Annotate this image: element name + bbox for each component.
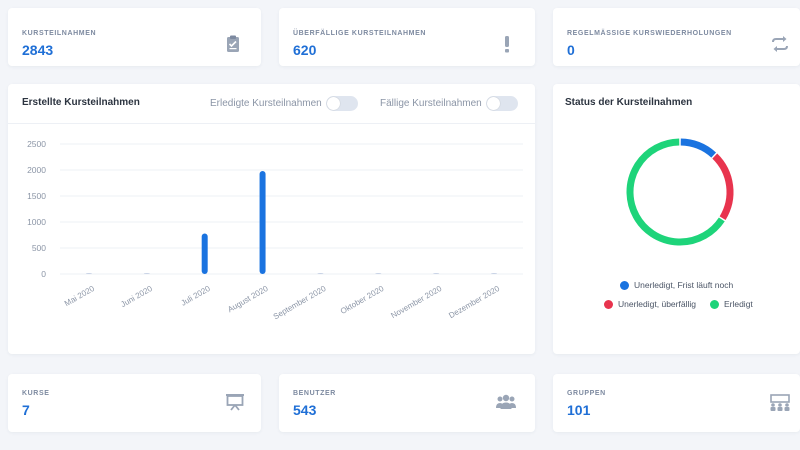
x-tick-label: Oktober 2020 bbox=[339, 284, 386, 316]
stat-label: KURSTEILNAHMEN bbox=[22, 30, 97, 37]
legend-dot bbox=[709, 299, 719, 309]
stat-value: 2843 bbox=[22, 42, 54, 58]
stat-label: BENUTZER bbox=[293, 390, 336, 397]
legend-item-completed[interactable]: Erledigt bbox=[709, 299, 753, 309]
repeat-icon bbox=[772, 36, 788, 52]
y-tick-label: 1000 bbox=[27, 217, 46, 227]
toggle-switch[interactable] bbox=[325, 96, 358, 111]
legend-dot bbox=[620, 280, 629, 290]
donut-chart bbox=[626, 138, 734, 246]
bar[interactable] bbox=[317, 273, 324, 274]
stat-label: ÜBERFÄLLIGE KURSTEILNAHMEN bbox=[293, 30, 427, 37]
stat-label: GRUPPEN bbox=[567, 390, 606, 397]
donut-legend-row-2: Unerledigt, überfällig Erledigt bbox=[604, 299, 753, 309]
x-tick-label: November 2020 bbox=[389, 284, 443, 321]
bar[interactable] bbox=[375, 273, 382, 274]
stat-card-groups[interactable]: GRUPPEN 101 bbox=[553, 374, 800, 432]
x-tick-label: Juni 2020 bbox=[119, 284, 154, 309]
toggle-label: Fällige Kursteilnahmen bbox=[380, 98, 482, 109]
donut-legend-row-1: Unerledigt, Frist läuft noch bbox=[620, 280, 733, 290]
toggle-switch[interactable] bbox=[485, 96, 518, 111]
stat-value: 7 bbox=[22, 402, 30, 418]
exclamation-icon bbox=[505, 36, 509, 53]
stat-card-enrollments[interactable]: KURSTEILNAHMEN 2843 bbox=[8, 8, 261, 66]
bar-chart-panel bbox=[8, 84, 535, 354]
legend-label: Erledigt bbox=[723, 299, 753, 309]
donut-slice[interactable] bbox=[626, 138, 725, 246]
stat-label: KURSE bbox=[22, 390, 50, 397]
stat-value: 620 bbox=[293, 42, 317, 58]
toggle-completed-enrollments[interactable]: Erledigte Kursteilnahmen bbox=[210, 96, 358, 111]
y-tick-label: 2500 bbox=[27, 139, 46, 149]
x-tick-label: Dezember 2020 bbox=[447, 284, 501, 321]
stat-label: REGELMÄSSIGE KURSWIEDERHOLUNGEN bbox=[567, 30, 732, 37]
donut-chart-panel bbox=[553, 84, 800, 354]
clipboard-icon bbox=[227, 35, 239, 52]
bar[interactable] bbox=[491, 273, 498, 274]
legend-label: Unerledigt, Frist läuft noch bbox=[634, 280, 734, 290]
bar-chart: 2500 2000 1500 1000 500 0 Mai 2020 Juni 2020 Jul… bbox=[27, 139, 523, 322]
x-tick-label: Mai 2020 bbox=[63, 284, 96, 309]
stat-card-recurring[interactable]: REGELMÄSSIGE KURSWIEDERHOLUNGEN 0 bbox=[553, 8, 800, 66]
toggle-label: Erledigte Kursteilnahmen bbox=[210, 98, 322, 109]
stat-value: 101 bbox=[567, 402, 591, 418]
bar[interactable] bbox=[143, 273, 150, 274]
x-tick-label: September 2020 bbox=[272, 284, 328, 322]
groups-icon bbox=[770, 394, 790, 411]
y-tick-label: 0 bbox=[41, 269, 46, 279]
x-tick-label: Juli 2020 bbox=[179, 284, 212, 308]
stat-card-overdue[interactable]: ÜBERFÄLLIGE KURSTEILNAHMEN 620 bbox=[279, 8, 535, 66]
legend-item-open[interactable]: Unerledigt, Frist läuft noch bbox=[620, 280, 733, 290]
donut-chart-title: Status der Kursteilnahmen bbox=[565, 97, 693, 108]
stat-card-users[interactable]: BENUTZER 543 bbox=[279, 374, 535, 432]
y-tick-label: 1500 bbox=[27, 191, 46, 201]
toggle-knob bbox=[486, 97, 500, 110]
panel-divider bbox=[8, 123, 535, 124]
donut-slice[interactable] bbox=[680, 138, 717, 158]
users-icon bbox=[496, 394, 516, 409]
y-tick-label: 500 bbox=[32, 243, 46, 253]
legend-label: Unerledigt, überfällig bbox=[618, 299, 696, 309]
x-tick-label: August 2020 bbox=[226, 284, 270, 315]
donut-slice[interactable] bbox=[712, 153, 734, 220]
bar-chart-title: Erstellte Kursteilnahmen bbox=[22, 97, 140, 108]
bar[interactable] bbox=[433, 273, 440, 274]
presentation-board-icon bbox=[226, 394, 244, 411]
y-tick-label: 2000 bbox=[27, 165, 46, 175]
legend-item-overdue[interactable]: Unerledigt, überfällig bbox=[604, 299, 696, 309]
stat-value: 0 bbox=[567, 42, 575, 58]
stat-card-courses[interactable]: KURSE 7 bbox=[8, 374, 261, 432]
toggle-due-enrollments[interactable]: Fällige Kursteilnahmen bbox=[380, 96, 518, 111]
legend-dot bbox=[604, 299, 613, 309]
toggle-knob bbox=[326, 97, 340, 110]
stat-value: 543 bbox=[293, 402, 317, 418]
bar[interactable] bbox=[259, 171, 266, 274]
bar[interactable] bbox=[201, 233, 208, 274]
bar[interactable] bbox=[85, 273, 92, 274]
